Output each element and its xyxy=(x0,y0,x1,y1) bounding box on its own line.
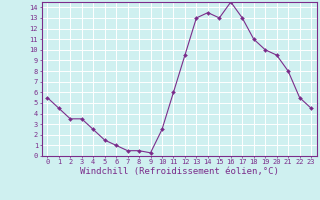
X-axis label: Windchill (Refroidissement éolien,°C): Windchill (Refroidissement éolien,°C) xyxy=(80,167,279,176)
